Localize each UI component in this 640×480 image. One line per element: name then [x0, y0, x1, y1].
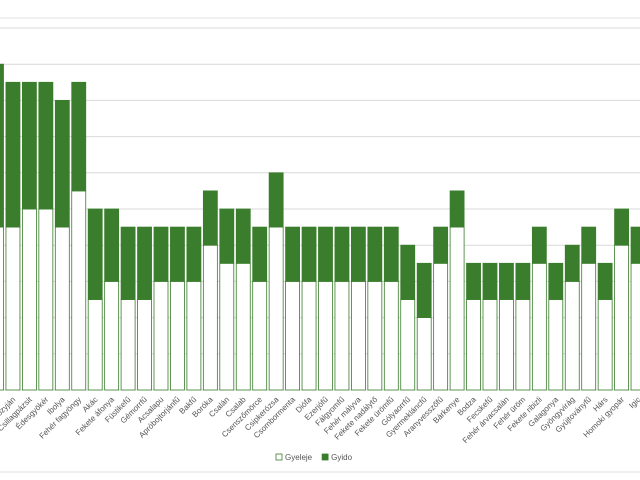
bar-segment	[564, 244, 580, 282]
bar-segment	[301, 226, 317, 282]
bar-segment	[597, 299, 613, 391]
bar-segment	[515, 262, 531, 300]
bar-segment	[87, 299, 103, 391]
bar-segment	[383, 280, 399, 391]
bar-segment	[252, 280, 268, 391]
bar-segment	[482, 299, 498, 391]
bar-segment	[71, 190, 87, 391]
bar-segment	[54, 100, 70, 228]
bar-segment	[137, 299, 152, 391]
bar-segment	[219, 262, 235, 391]
bar-segment	[0, 226, 4, 391]
bar-segment	[614, 208, 629, 246]
bar-segment	[614, 244, 629, 391]
bar-segment	[400, 299, 416, 391]
bar-segment	[170, 280, 185, 391]
bar-segment	[5, 226, 21, 391]
bar-segment	[581, 226, 597, 264]
bar-segment	[630, 262, 640, 391]
bar-segment	[383, 226, 399, 282]
bar-segment	[466, 299, 481, 391]
bar-segment	[548, 262, 564, 300]
bar-segment	[202, 190, 218, 246]
bar-segment	[350, 226, 366, 282]
bar-segment	[87, 208, 103, 300]
bar-segment	[318, 226, 333, 282]
bar-segment	[153, 280, 169, 391]
bar-segment	[367, 280, 383, 391]
bar-segment	[285, 280, 301, 391]
bar-segment	[137, 226, 152, 300]
bar-segment	[433, 226, 449, 264]
bar-segment	[235, 208, 251, 264]
bar-segment	[186, 226, 202, 282]
bar-segment	[564, 280, 580, 391]
bar-segment	[482, 262, 498, 300]
bar-segment	[120, 299, 136, 391]
bar-segment	[38, 81, 54, 210]
x-tick-label: Igic	[627, 395, 640, 410]
bar-segment	[235, 262, 251, 391]
bar-segment	[449, 226, 465, 391]
bar-segment	[318, 280, 333, 391]
bar-segment	[252, 226, 268, 282]
bar-segment	[285, 226, 301, 282]
bar-segment	[630, 226, 640, 264]
bar-segment	[104, 208, 120, 282]
bar-segment	[334, 226, 350, 282]
bar-segment	[499, 299, 514, 391]
bar-segment	[581, 262, 597, 391]
bar-segment	[153, 226, 169, 282]
bar-segment	[548, 299, 564, 391]
bar-segment	[0, 63, 4, 228]
bar-segment	[350, 280, 366, 391]
bar-segment	[416, 317, 432, 391]
bar-segment	[120, 226, 136, 300]
bar-segment	[170, 226, 185, 282]
bar-segment	[21, 208, 37, 391]
bar-segment	[531, 262, 547, 391]
legend-label: Gyido	[331, 453, 352, 462]
bar-segment	[466, 262, 481, 300]
bar-segment	[531, 226, 547, 264]
bar-segment	[268, 226, 284, 391]
bar-segment	[499, 262, 514, 300]
bar-segment	[334, 280, 350, 391]
bar-segment	[597, 262, 613, 300]
bar-segment	[515, 299, 531, 391]
legend-label: Gyeleje	[285, 453, 313, 462]
bar-segment	[367, 226, 383, 282]
bar-segment	[71, 81, 87, 192]
bar-segment	[268, 172, 284, 228]
bar-segment	[433, 262, 449, 391]
bar-segment	[219, 208, 235, 264]
legend-swatch	[275, 453, 283, 461]
bar-segment	[449, 190, 465, 228]
bar-segment	[5, 81, 21, 228]
bar-segment	[301, 280, 317, 391]
bar-segment	[400, 244, 416, 300]
bar-segment	[104, 280, 120, 391]
bar-segment	[416, 262, 432, 318]
bar-segment	[38, 208, 54, 391]
bar-segment	[54, 226, 70, 391]
bar-segment	[186, 280, 202, 391]
legend-swatch	[321, 453, 329, 461]
bar-segment	[202, 244, 218, 391]
bar-segment	[21, 81, 37, 210]
